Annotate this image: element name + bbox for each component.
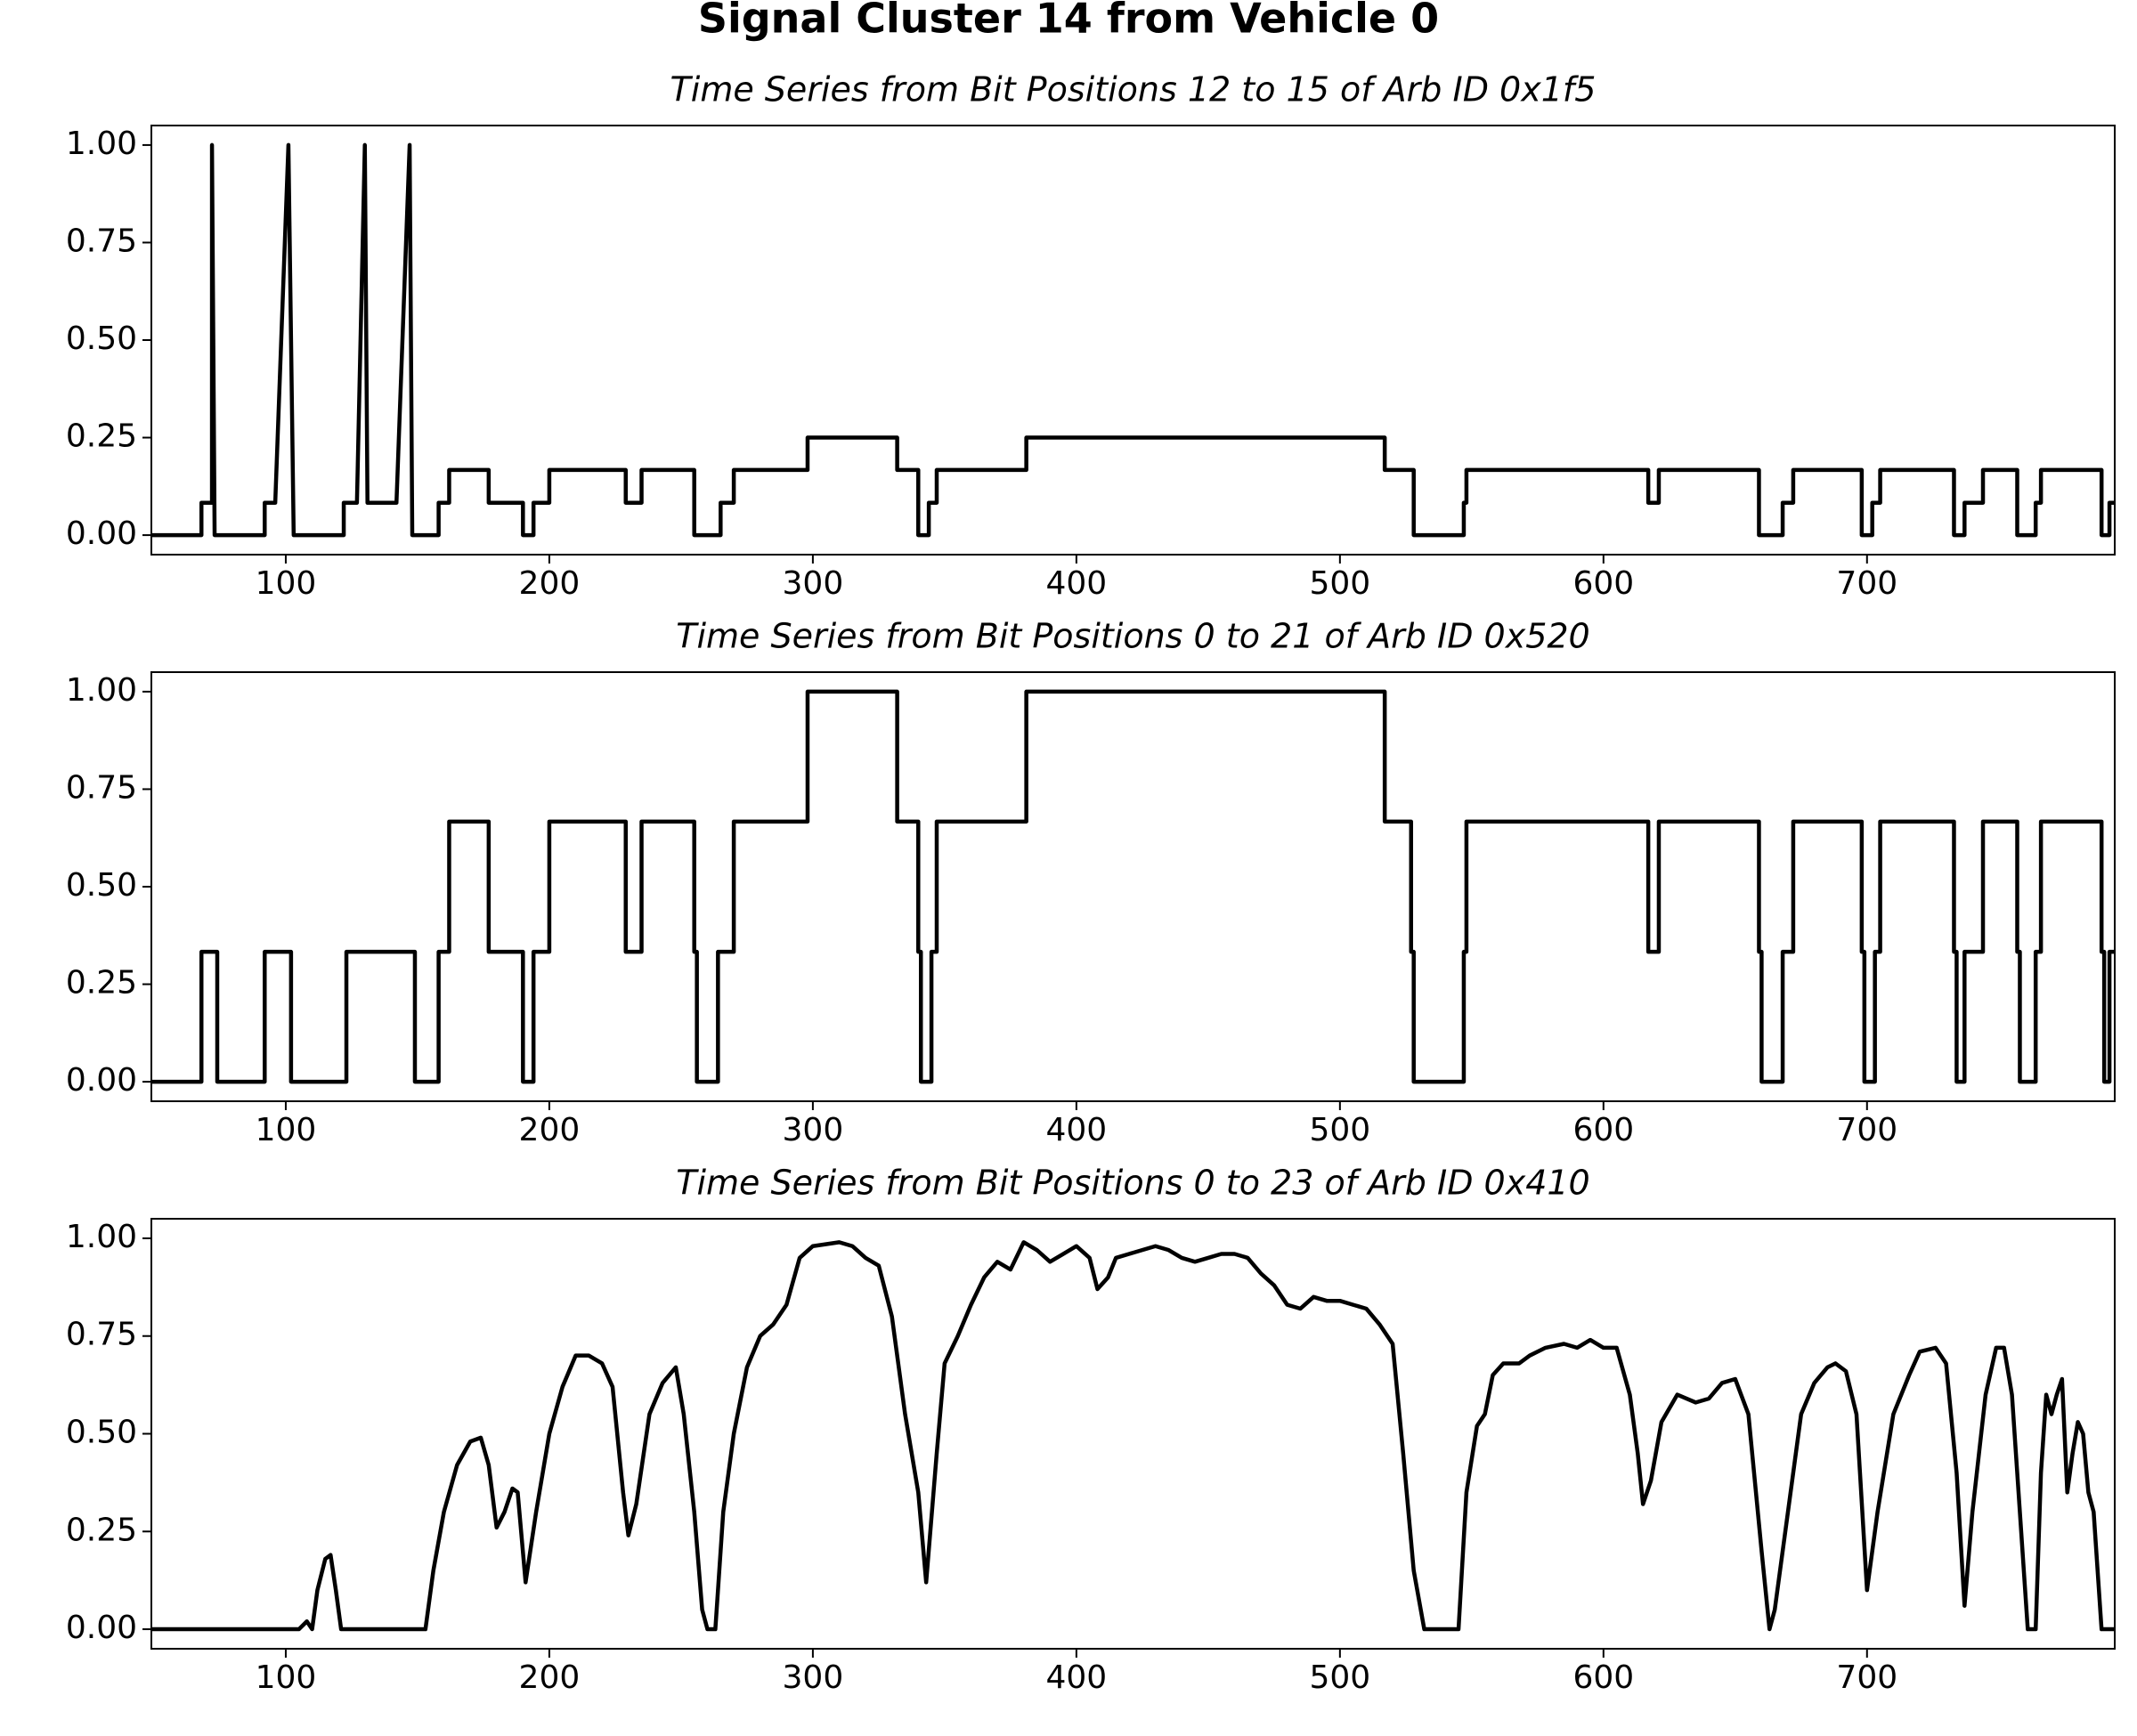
x-tick-label: 600 <box>1572 565 1634 602</box>
y-tick-label: 0.75 <box>66 223 137 259</box>
y-tick-label: 0.50 <box>66 867 137 904</box>
x-tick-label: 500 <box>1309 565 1370 602</box>
x-tick-label: 100 <box>256 1112 317 1148</box>
y-tick-label: 0.00 <box>66 1610 137 1646</box>
subplot-title: Time Series from Bit Positions 12 to 15 … <box>670 70 1597 110</box>
y-tick-label: 1.00 <box>66 1219 137 1255</box>
y-tick-label: 0.00 <box>66 515 137 552</box>
y-tick-label: 0.00 <box>66 1062 137 1099</box>
x-tick-label: 700 <box>1836 565 1897 602</box>
x-tick-label: 200 <box>519 1659 581 1696</box>
axes-frame <box>150 1218 2116 1650</box>
series-line <box>151 1240 2115 1632</box>
y-tick-label: 0.50 <box>66 1415 137 1451</box>
x-tick-label: 600 <box>1572 1112 1634 1148</box>
figure-title: Signal Cluster 14 from Vehicle 0 <box>698 0 1439 43</box>
x-tick-label: 100 <box>256 1659 317 1696</box>
x-tick-label: 400 <box>1046 565 1108 602</box>
x-tick-label: 400 <box>1046 1659 1108 1696</box>
y-tick-label: 0.75 <box>66 769 137 806</box>
x-tick-label: 400 <box>1046 1112 1108 1148</box>
x-tick-label: 100 <box>256 565 317 602</box>
x-tick-label: 200 <box>519 1112 581 1148</box>
y-tick-label: 0.25 <box>66 1512 137 1548</box>
y-tick-label: 1.00 <box>66 672 137 709</box>
subplot-title: Time Series from Bit Positions 0 to 21 o… <box>676 617 1590 656</box>
axes-frame <box>150 125 2116 556</box>
series-line <box>151 689 2115 1084</box>
x-tick-label: 500 <box>1309 1112 1370 1148</box>
y-tick-label: 1.00 <box>66 126 137 162</box>
axes-frame <box>150 671 2116 1102</box>
x-tick-label: 500 <box>1309 1659 1370 1696</box>
x-tick-label: 300 <box>783 1112 844 1148</box>
y-tick-label: 0.25 <box>66 418 137 455</box>
subplot-title: Time Series from Bit Positions 0 to 23 o… <box>676 1164 1590 1203</box>
x-tick-label: 200 <box>519 565 581 602</box>
x-tick-label: 700 <box>1836 1112 1897 1148</box>
x-tick-label: 700 <box>1836 1659 1897 1696</box>
y-tick-label: 0.25 <box>66 965 137 1002</box>
series-line <box>151 142 2115 538</box>
x-tick-label: 600 <box>1572 1659 1634 1696</box>
x-tick-label: 300 <box>783 565 844 602</box>
y-tick-label: 0.75 <box>66 1317 137 1353</box>
y-tick-label: 0.50 <box>66 320 137 357</box>
x-tick-label: 300 <box>783 1659 844 1696</box>
